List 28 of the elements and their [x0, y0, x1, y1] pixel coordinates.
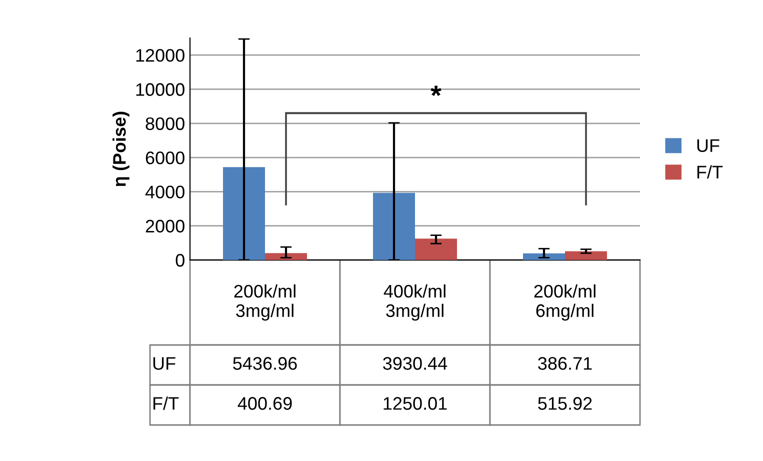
y-tick-label: 4000 — [145, 186, 184, 198]
data-label: 515.92 — [538, 397, 592, 410]
text: F/T — [153, 396, 179, 410]
y-axis-title: η (Poise) — [112, 112, 130, 186]
x-tick-label: 200k/ml 3mg/ml — [234, 284, 296, 321]
text: UF — [153, 357, 176, 370]
data-label: 3930.44 — [383, 357, 448, 370]
y-tick-label: 0 — [176, 254, 184, 267]
annotation: * — [430, 86, 442, 96]
x-tick-label: 200k/ml 6mg/ml — [534, 284, 596, 321]
bar — [565, 251, 607, 260]
bar — [523, 253, 565, 260]
legend-label: UF — [697, 139, 720, 152]
y-tick-label: 6000 — [146, 151, 184, 164]
data-label: 400.69 — [238, 397, 292, 410]
bar — [265, 253, 307, 260]
x-tick-label: 400k/ml 3mg/ml — [384, 284, 446, 321]
y-tick-label: 10000 — [136, 83, 184, 96]
y-tick-label: 8000 — [146, 117, 184, 130]
bar — [415, 238, 457, 260]
y-tick-label: 2000 — [146, 220, 184, 233]
data-label: 386.71 — [538, 357, 592, 370]
data-label: 5436.96 — [233, 357, 297, 370]
data-label: 1250.01 — [384, 397, 447, 410]
legend-label: F/T — [697, 165, 723, 179]
y-tick-label: 12000 — [136, 49, 184, 62]
bar — [223, 167, 265, 260]
bar — [373, 192, 415, 260]
